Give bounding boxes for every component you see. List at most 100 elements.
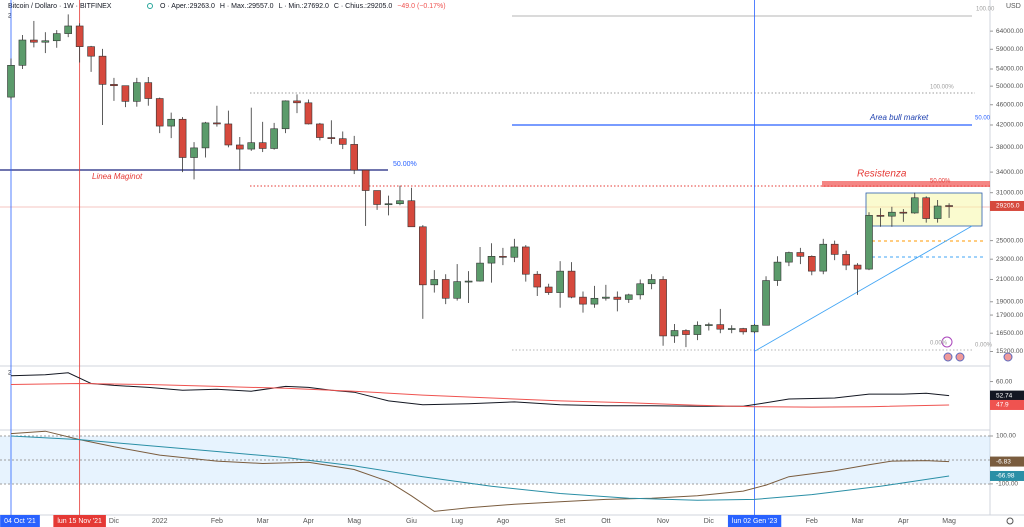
- price-tag-label: 29205.0: [996, 203, 1020, 210]
- x-tick-highlight: [727, 515, 782, 527]
- candle-body: [293, 100, 301, 104]
- candle-body: [922, 197, 931, 219]
- annotation: 0.00%: [975, 343, 993, 349]
- y-tick-label: 17900.00: [996, 312, 1023, 319]
- candle-body: [945, 205, 953, 207]
- y-tick-label: 42000.00: [996, 122, 1023, 129]
- candle-body: [30, 39, 38, 43]
- candle-body: [453, 281, 461, 299]
- candle-body: [670, 330, 679, 337]
- candle-body: [533, 273, 542, 288]
- candle-body: [476, 262, 484, 282]
- candle-body: [190, 147, 198, 158]
- value-tag: [990, 456, 1024, 467]
- y-tick-label: 31000.00: [996, 189, 1023, 196]
- candle-body: [773, 261, 782, 281]
- y-tick-label: 23000.00: [996, 256, 1023, 263]
- y-tick-label: 50000.00: [996, 83, 1023, 90]
- y-tick-label: 25000.00: [996, 237, 1023, 244]
- pane-label[interactable]: 2: [8, 371, 12, 377]
- candle-body: [167, 118, 175, 127]
- candle-body: [602, 296, 610, 299]
- candle-body: [819, 243, 828, 272]
- value-tag-label: -6.83: [996, 458, 1011, 465]
- flag-icon[interactable]: [955, 352, 965, 362]
- legend-item: H · Max.:29557.0: [220, 3, 274, 10]
- value-tag-label: 52.74: [996, 392, 1013, 399]
- candle-body: [201, 122, 210, 149]
- x-tick-label: Dic: [704, 518, 715, 525]
- candle-body: [258, 142, 267, 149]
- x-tick-label: Mar: [257, 518, 270, 525]
- candle-body: [785, 252, 793, 263]
- y-tick-label: 60.00: [996, 378, 1013, 385]
- candle-body: [842, 254, 850, 266]
- candle-body: [739, 328, 747, 333]
- ohlc-legend: O · Aper.:29263.0 H · Max.:29557.0 L · Min…: [160, 3, 446, 10]
- annotation: 50.00: [975, 116, 991, 122]
- candle-body: [407, 200, 416, 228]
- x-tick-label: Feb: [806, 518, 818, 525]
- value-tag-label: 47.9: [996, 402, 1009, 409]
- price-tag: [990, 200, 1024, 211]
- candle-body: [87, 46, 95, 57]
- candle-body: [64, 25, 72, 34]
- indicator-line: [10, 382, 950, 408]
- candle-body: [98, 55, 107, 85]
- candle-body: [567, 270, 576, 298]
- y-tick-label: 46000.00: [996, 101, 1023, 108]
- x-tick-label: Nov: [657, 518, 670, 525]
- x-tick-label: Apr: [303, 518, 315, 525]
- x-tick-label: Ago: [497, 518, 510, 525]
- flag-icon[interactable]: [1003, 352, 1013, 362]
- candle-body: [18, 39, 27, 66]
- candle-body: [373, 190, 381, 205]
- y-tick-label: 19000.00: [996, 298, 1023, 305]
- candle-body: [110, 84, 118, 87]
- candle-body: [556, 270, 564, 293]
- settings-icon[interactable]: [1006, 517, 1014, 525]
- x-tick-label: lun 02 Gen '23: [732, 518, 777, 525]
- trend-line: [754, 225, 973, 352]
- annotation: Resistenza: [857, 169, 907, 180]
- candle-body: [213, 122, 221, 125]
- annotation: 100.00%: [930, 85, 954, 91]
- y-tick-label: 100.00: [996, 433, 1016, 440]
- candle-body: [499, 256, 507, 258]
- candle-body: [133, 82, 141, 102]
- candle-body: [430, 279, 439, 286]
- candle-body: [41, 40, 50, 43]
- y-tick-label: 21000.00: [996, 276, 1023, 283]
- indicator-line: [10, 372, 950, 407]
- indicator-line: [10, 435, 950, 501]
- y-tick-label: 15200.00: [996, 348, 1023, 355]
- chart-title: Bitcoin / Dollaro · 1W · BITFINEX: [8, 3, 112, 10]
- legend-item: C · Chius.:29205.0: [334, 3, 392, 10]
- candle-body: [144, 82, 153, 99]
- x-tick-label: Giu: [406, 518, 417, 525]
- value-tag: [990, 399, 1024, 410]
- value-tag: [990, 390, 1024, 401]
- event-icon[interactable]: [941, 336, 953, 348]
- candle-body: [796, 252, 805, 257]
- x-tick-label: Mar: [852, 518, 865, 525]
- x-tick-label: Feb: [211, 518, 223, 525]
- x-tick-label: Dic: [109, 518, 120, 525]
- candle-body: [419, 226, 427, 286]
- candle-body: [647, 279, 656, 285]
- candle-body: [52, 33, 61, 42]
- y-tick-label: 16500.00: [996, 330, 1023, 337]
- candle-body: [510, 246, 519, 258]
- y-tick-label: 34000.00: [996, 169, 1023, 176]
- x-tick-label: Mag: [942, 518, 956, 525]
- annotation: 0.00%: [930, 341, 948, 347]
- pane-label[interactable]: 2: [8, 14, 12, 20]
- candle-body: [762, 280, 770, 326]
- candle-body: [350, 144, 359, 171]
- x-tick-label: 2022: [152, 518, 168, 525]
- candle-body: [727, 328, 736, 330]
- candle-body: [636, 283, 645, 296]
- flag-icon[interactable]: [943, 352, 953, 362]
